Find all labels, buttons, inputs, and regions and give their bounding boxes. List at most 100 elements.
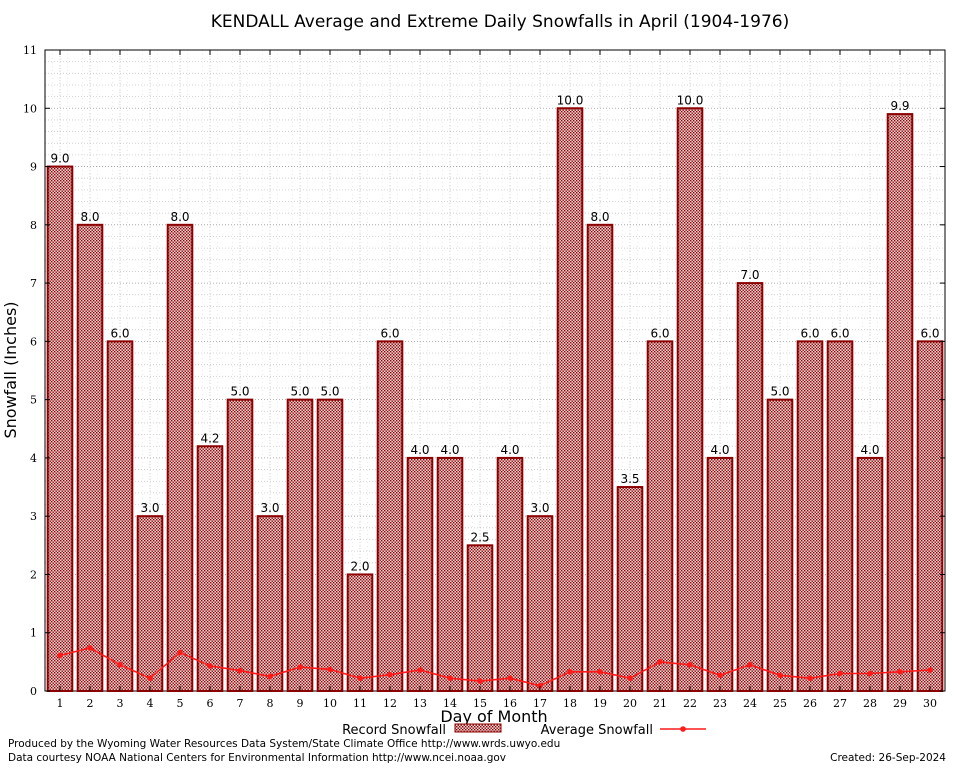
x-tick-label: 3: [117, 697, 124, 710]
average-point-day-22: [687, 661, 693, 668]
bar-value-label-day-7: 5.0: [230, 385, 249, 399]
bar-day-22: [676, 107, 704, 693]
bar-day-18: [556, 107, 584, 693]
x-tick-label: 7: [237, 697, 244, 710]
x-tick-label: 2: [87, 697, 94, 710]
bar-day-17: [526, 515, 554, 692]
bar-day-14: [436, 456, 464, 692]
average-line: [57, 645, 933, 689]
bar-value-label-day-16: 4.0: [500, 443, 519, 457]
legend-average-label: Average Snowfall: [541, 723, 653, 738]
x-tick-label: 18: [563, 697, 577, 710]
x-tick-label: 9: [297, 697, 304, 710]
legend-average-marker: [680, 726, 686, 732]
record-bars: 9.0 8.0 6.0 3.0 8.0 4.2 5.0 3.0 5.0 5.0 2.0 6.0 4.0 4…: [46, 93, 944, 693]
y-tick-label: 10: [23, 102, 37, 115]
bar-value-label-day-9: 5.0: [290, 385, 309, 399]
x-tick-label: 6: [207, 697, 214, 710]
bar-value-label-day-25: 5.0: [770, 385, 789, 399]
bar-value-label-day-12: 6.0: [380, 326, 399, 340]
y-tick-label: 2: [30, 568, 37, 581]
average-point-day-1: [57, 652, 63, 659]
x-tick-label: 30: [923, 697, 937, 710]
average-point-day-28: [867, 670, 873, 677]
bar-day-13: [406, 456, 434, 692]
bar-value-label-day-6: 4.2: [200, 431, 219, 445]
x-tick-label: 26: [803, 697, 817, 710]
x-tick-label: 22: [683, 697, 697, 710]
y-tick-label: 4: [30, 452, 37, 465]
x-tick-label: 23: [713, 697, 727, 710]
bar-day-7: [226, 398, 254, 692]
average-point-day-4: [147, 675, 153, 681]
bar-day-12: [376, 340, 404, 692]
bar-value-label-day-30: 6.0: [920, 326, 939, 340]
bar-day-19: [586, 223, 614, 692]
bar-day-29: [886, 113, 914, 693]
average-point-day-29: [897, 668, 903, 675]
x-tick-label: 1: [57, 697, 64, 710]
x-tick-label: 29: [893, 697, 907, 710]
y-tick-label: 7: [30, 277, 37, 290]
x-tick-label: 25: [773, 697, 787, 710]
x-tick-label: 28: [863, 697, 877, 710]
average-point-day-30: [927, 667, 933, 673]
bar-value-label-day-28: 4.0: [860, 443, 879, 457]
bar-day-1: [46, 165, 74, 692]
bar-value-label-day-23: 4.0: [710, 443, 729, 457]
bar-day-5: [166, 223, 194, 692]
average-point-day-17: [537, 682, 543, 689]
bar-day-27: [826, 340, 854, 692]
bar-day-28: [856, 456, 884, 692]
average-point-day-26: [807, 675, 813, 681]
bar-value-label-day-14: 4.0: [440, 443, 459, 457]
bar-value-label-day-3: 6.0: [110, 326, 129, 340]
bar-day-4: [136, 515, 164, 692]
x-axis-title: Day of Month: [440, 707, 547, 726]
footer-data-courtesy: Data courtesy NOAA National Centers for …: [8, 752, 507, 764]
bar-day-20: [616, 486, 644, 692]
average-point-day-18: [567, 668, 573, 675]
bar-day-23: [706, 456, 734, 692]
bar-value-label-day-13: 4.0: [410, 443, 429, 457]
bar-value-label-day-20: 3.5: [620, 472, 639, 486]
plot-frame: [44, 49, 946, 692]
bar-value-label-day-4: 3.0: [140, 501, 159, 515]
average-point-day-3: [117, 661, 123, 668]
bar-value-label-day-22: 10.0: [677, 93, 704, 107]
bar-value-label-day-29: 9.9: [890, 99, 909, 113]
y-tick-label: 8: [30, 219, 37, 232]
average-point-day-14: [447, 675, 453, 681]
x-tick-label: 19: [593, 697, 607, 710]
bar-value-label-day-21: 6.0: [650, 326, 669, 340]
x-tick-label: 17: [533, 697, 547, 710]
bar-value-label-day-2: 8.0: [80, 210, 99, 224]
average-point-day-10: [327, 666, 333, 673]
average-point-day-25: [777, 672, 783, 679]
bar-value-label-day-10: 5.0: [320, 385, 339, 399]
bar-day-11: [346, 573, 374, 692]
y-tick-label: 3: [30, 510, 37, 523]
x-tick-label: 10: [323, 697, 337, 710]
average-point-day-15: [477, 678, 483, 684]
bar-value-label-day-15: 2.5: [470, 530, 489, 544]
bar-value-label-day-19: 8.0: [590, 210, 609, 224]
x-tick-label: 5: [177, 697, 184, 710]
x-tick-label: 8: [267, 697, 274, 710]
average-point-day-23: [717, 672, 723, 679]
x-tick-label: 27: [833, 697, 847, 710]
x-tick-label: 11: [353, 697, 367, 710]
average-point-day-27: [837, 670, 843, 677]
x-tick-label: 21: [653, 697, 667, 710]
footer-created-date: Created: 26-Sep-2024: [830, 752, 946, 764]
average-point-day-16: [507, 675, 513, 681]
bar-day-26: [796, 340, 824, 692]
y-tick-label: 1: [30, 627, 37, 640]
bar-day-9: [286, 398, 314, 692]
bar-day-16: [496, 456, 524, 692]
bar-value-label-day-18: 10.0: [557, 93, 584, 107]
bar-value-label-day-17: 3.0: [530, 501, 549, 515]
average-point-day-21: [657, 659, 663, 665]
average-point-day-5: [177, 649, 183, 656]
